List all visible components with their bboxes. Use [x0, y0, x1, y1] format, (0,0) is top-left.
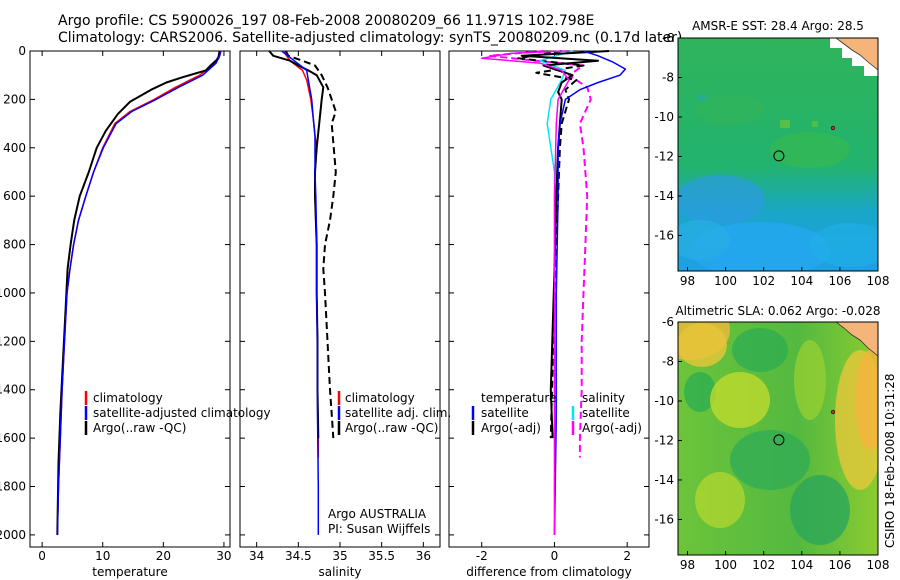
legend-label: salinity [582, 391, 625, 405]
x-tick-label: 98 [680, 558, 695, 572]
pi-annotation: PI: Susan Wijffels [328, 522, 430, 536]
x-tick-label: 98 [680, 274, 695, 288]
sla-map-image [678, 322, 878, 555]
argo-position-marker [773, 150, 785, 162]
x-tick-label: 100 [714, 558, 737, 572]
salinity-legend: climatology satellite adj. clim. Argo(..… [337, 391, 451, 435]
land-mass [835, 322, 878, 357]
sst-map-image [678, 38, 878, 271]
y-tick-label: -8 [662, 354, 674, 368]
y-tick-label: 1200 [0, 334, 26, 348]
y-tick-label: -16 [654, 228, 674, 242]
x-tick-label: 10 [95, 549, 110, 563]
x-tick-label: 0 [38, 549, 46, 563]
island-marker [830, 409, 836, 415]
y-tick-label: 800 [3, 238, 26, 252]
series-line [56, 50, 222, 535]
y-tick-label: 600 [3, 189, 26, 203]
difference-xlabel: difference from climatology [466, 565, 632, 579]
series-line [284, 50, 337, 439]
x-tick-label: 106 [828, 558, 851, 572]
y-tick-label: -14 [654, 189, 674, 203]
x-tick-label: 35 [332, 549, 347, 563]
temperature-panel-frame [29, 50, 231, 548]
figure-title-line-2: Climatology: CARS2006. Satellite-adjuste… [58, 30, 682, 46]
y-tick-label: 1600 [0, 431, 26, 445]
creation-stamp: CSIRO 18-Feb-2008 10:31:28 [883, 373, 897, 548]
x-tick-label: 108 [867, 274, 890, 288]
y-tick-label: -10 [654, 110, 674, 124]
x-tick-label: 34 [249, 549, 264, 563]
y-tick-label: -6 [662, 31, 674, 45]
temperature-legend: climatology satellite-adjusted climatolo… [84, 391, 271, 435]
legend-label: climatology [93, 391, 163, 405]
x-tick-label: 34.5 [285, 549, 312, 563]
series-line [480, 50, 570, 535]
difference-panel-frame [448, 50, 650, 548]
island-marker [830, 125, 836, 131]
y-tick-label: 1800 [0, 480, 26, 494]
salinity-xlabel: salinity [318, 565, 361, 579]
x-tick-label: 2 [623, 549, 631, 563]
legend-label: temperature [481, 391, 556, 405]
difference-legend: temperature satellite Argo(-adj) salinit… [471, 391, 642, 435]
salinity-panel-frame [239, 50, 441, 548]
y-tick-label: -14 [654, 473, 674, 487]
salinity-axes: 34 34.5 35 35.5 36 [240, 50, 440, 563]
float-program-annotation: Argo AUSTRALIA [328, 507, 427, 521]
legend-label: Argo(-adj) [582, 421, 642, 435]
legend-label: satellite [481, 406, 529, 420]
y-tick-label: 2000 [0, 528, 26, 542]
y-tick-label: 200 [3, 92, 26, 106]
y-tick-label: -16 [654, 512, 674, 526]
legend-label: climatology [345, 391, 415, 405]
argo-position-marker [773, 434, 785, 446]
land-mass [835, 38, 878, 71]
temperature-axes: 0 10 20 30 0 200 400 600 800 1000 1200 1400 1600 1800… [0, 44, 232, 563]
difference-axes: -2 0 2 [449, 50, 649, 563]
x-tick-label: 36 [416, 549, 431, 563]
y-tick-label: 1400 [0, 383, 26, 397]
sla-map-axes: 98 100 102 104 106 108 -6 -8 -10 -12 -14 -16 [654, 315, 889, 572]
legend-label: satellite [582, 406, 630, 420]
x-tick-label: -2 [476, 549, 488, 563]
x-tick-label: 104 [790, 274, 813, 288]
y-tick-label: -12 [654, 149, 674, 163]
sla-map-frame [677, 321, 879, 556]
x-tick-label: 20 [156, 549, 171, 563]
x-tick-label: 102 [752, 558, 775, 572]
temperature-xlabel: temperature [92, 565, 167, 579]
x-tick-label: 30 [216, 549, 231, 563]
y-tick-label: 0 [18, 44, 26, 58]
sst-map-frame [677, 37, 879, 272]
y-tick-label: 1000 [0, 286, 26, 300]
x-tick-label: 35.5 [368, 549, 395, 563]
x-tick-label: 102 [752, 274, 775, 288]
legend-label: Argo(-adj) [481, 421, 541, 435]
sst-map-axes: 98 100 102 104 106 108 -6 -8 -10 -12 -14 -16 [654, 31, 889, 288]
legend-label: Argo(..raw -QC) [345, 421, 438, 435]
figure-title-line-1: Argo profile: CS 5900026_197 08-Feb-2008… [58, 13, 594, 29]
x-tick-label: 0 [551, 549, 559, 563]
difference-series [480, 50, 627, 535]
temperature-series [56, 50, 222, 535]
legend-label: satellite-adjusted climatology [93, 406, 271, 420]
x-tick-label: 100 [714, 274, 737, 288]
x-tick-label: 106 [828, 274, 851, 288]
sla-map-title: Altimetric SLA: 0.062 Argo: -0.028 [675, 304, 880, 318]
legend-label: Argo(..raw -QC) [93, 421, 186, 435]
y-tick-label: -6 [662, 315, 674, 329]
series-line [553, 50, 627, 535]
y-tick-label: -8 [662, 70, 674, 84]
y-tick-label: 400 [3, 141, 26, 155]
x-tick-label: 104 [790, 558, 813, 572]
salinity-series [268, 50, 337, 535]
legend-label: satellite adj. clim. [345, 406, 451, 420]
y-tick-label: -10 [654, 394, 674, 408]
x-tick-label: 108 [867, 558, 890, 572]
sst-map-title: AMSR-E SST: 28.4 Argo: 28.5 [692, 19, 864, 33]
series-line [281, 50, 320, 535]
y-tick-label: -12 [654, 433, 674, 447]
